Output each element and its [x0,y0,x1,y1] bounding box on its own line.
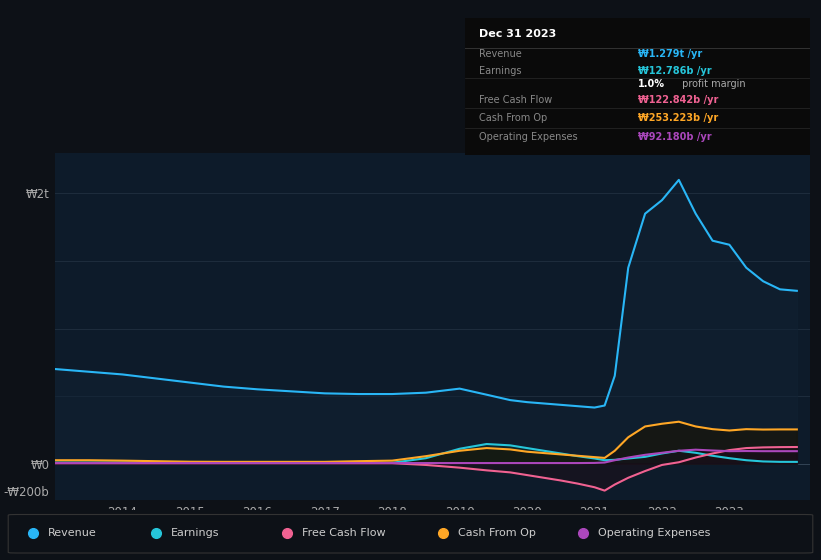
Text: 1.0%: 1.0% [637,79,664,88]
Text: Revenue: Revenue [479,49,521,59]
Text: Cash From Op: Cash From Op [458,528,536,538]
Text: Free Cash Flow: Free Cash Flow [302,528,386,538]
Text: ₩253.223b /yr: ₩253.223b /yr [637,113,718,123]
Text: Earnings: Earnings [171,528,219,538]
Text: ₩122.842b /yr: ₩122.842b /yr [637,95,718,105]
Text: Free Cash Flow: Free Cash Flow [479,95,552,105]
Text: Earnings: Earnings [479,67,521,76]
Text: Cash From Op: Cash From Op [479,113,547,123]
Text: Operating Expenses: Operating Expenses [598,528,710,538]
Text: ₩12.786b /yr: ₩12.786b /yr [637,67,711,76]
Text: Dec 31 2023: Dec 31 2023 [479,30,556,39]
FancyBboxPatch shape [8,515,813,553]
Text: Operating Expenses: Operating Expenses [479,132,577,142]
Text: ₩1.279t /yr: ₩1.279t /yr [637,49,702,59]
Text: ₩92.180b /yr: ₩92.180b /yr [637,132,711,142]
Text: profit margin: profit margin [679,79,745,88]
Text: Revenue: Revenue [48,528,96,538]
